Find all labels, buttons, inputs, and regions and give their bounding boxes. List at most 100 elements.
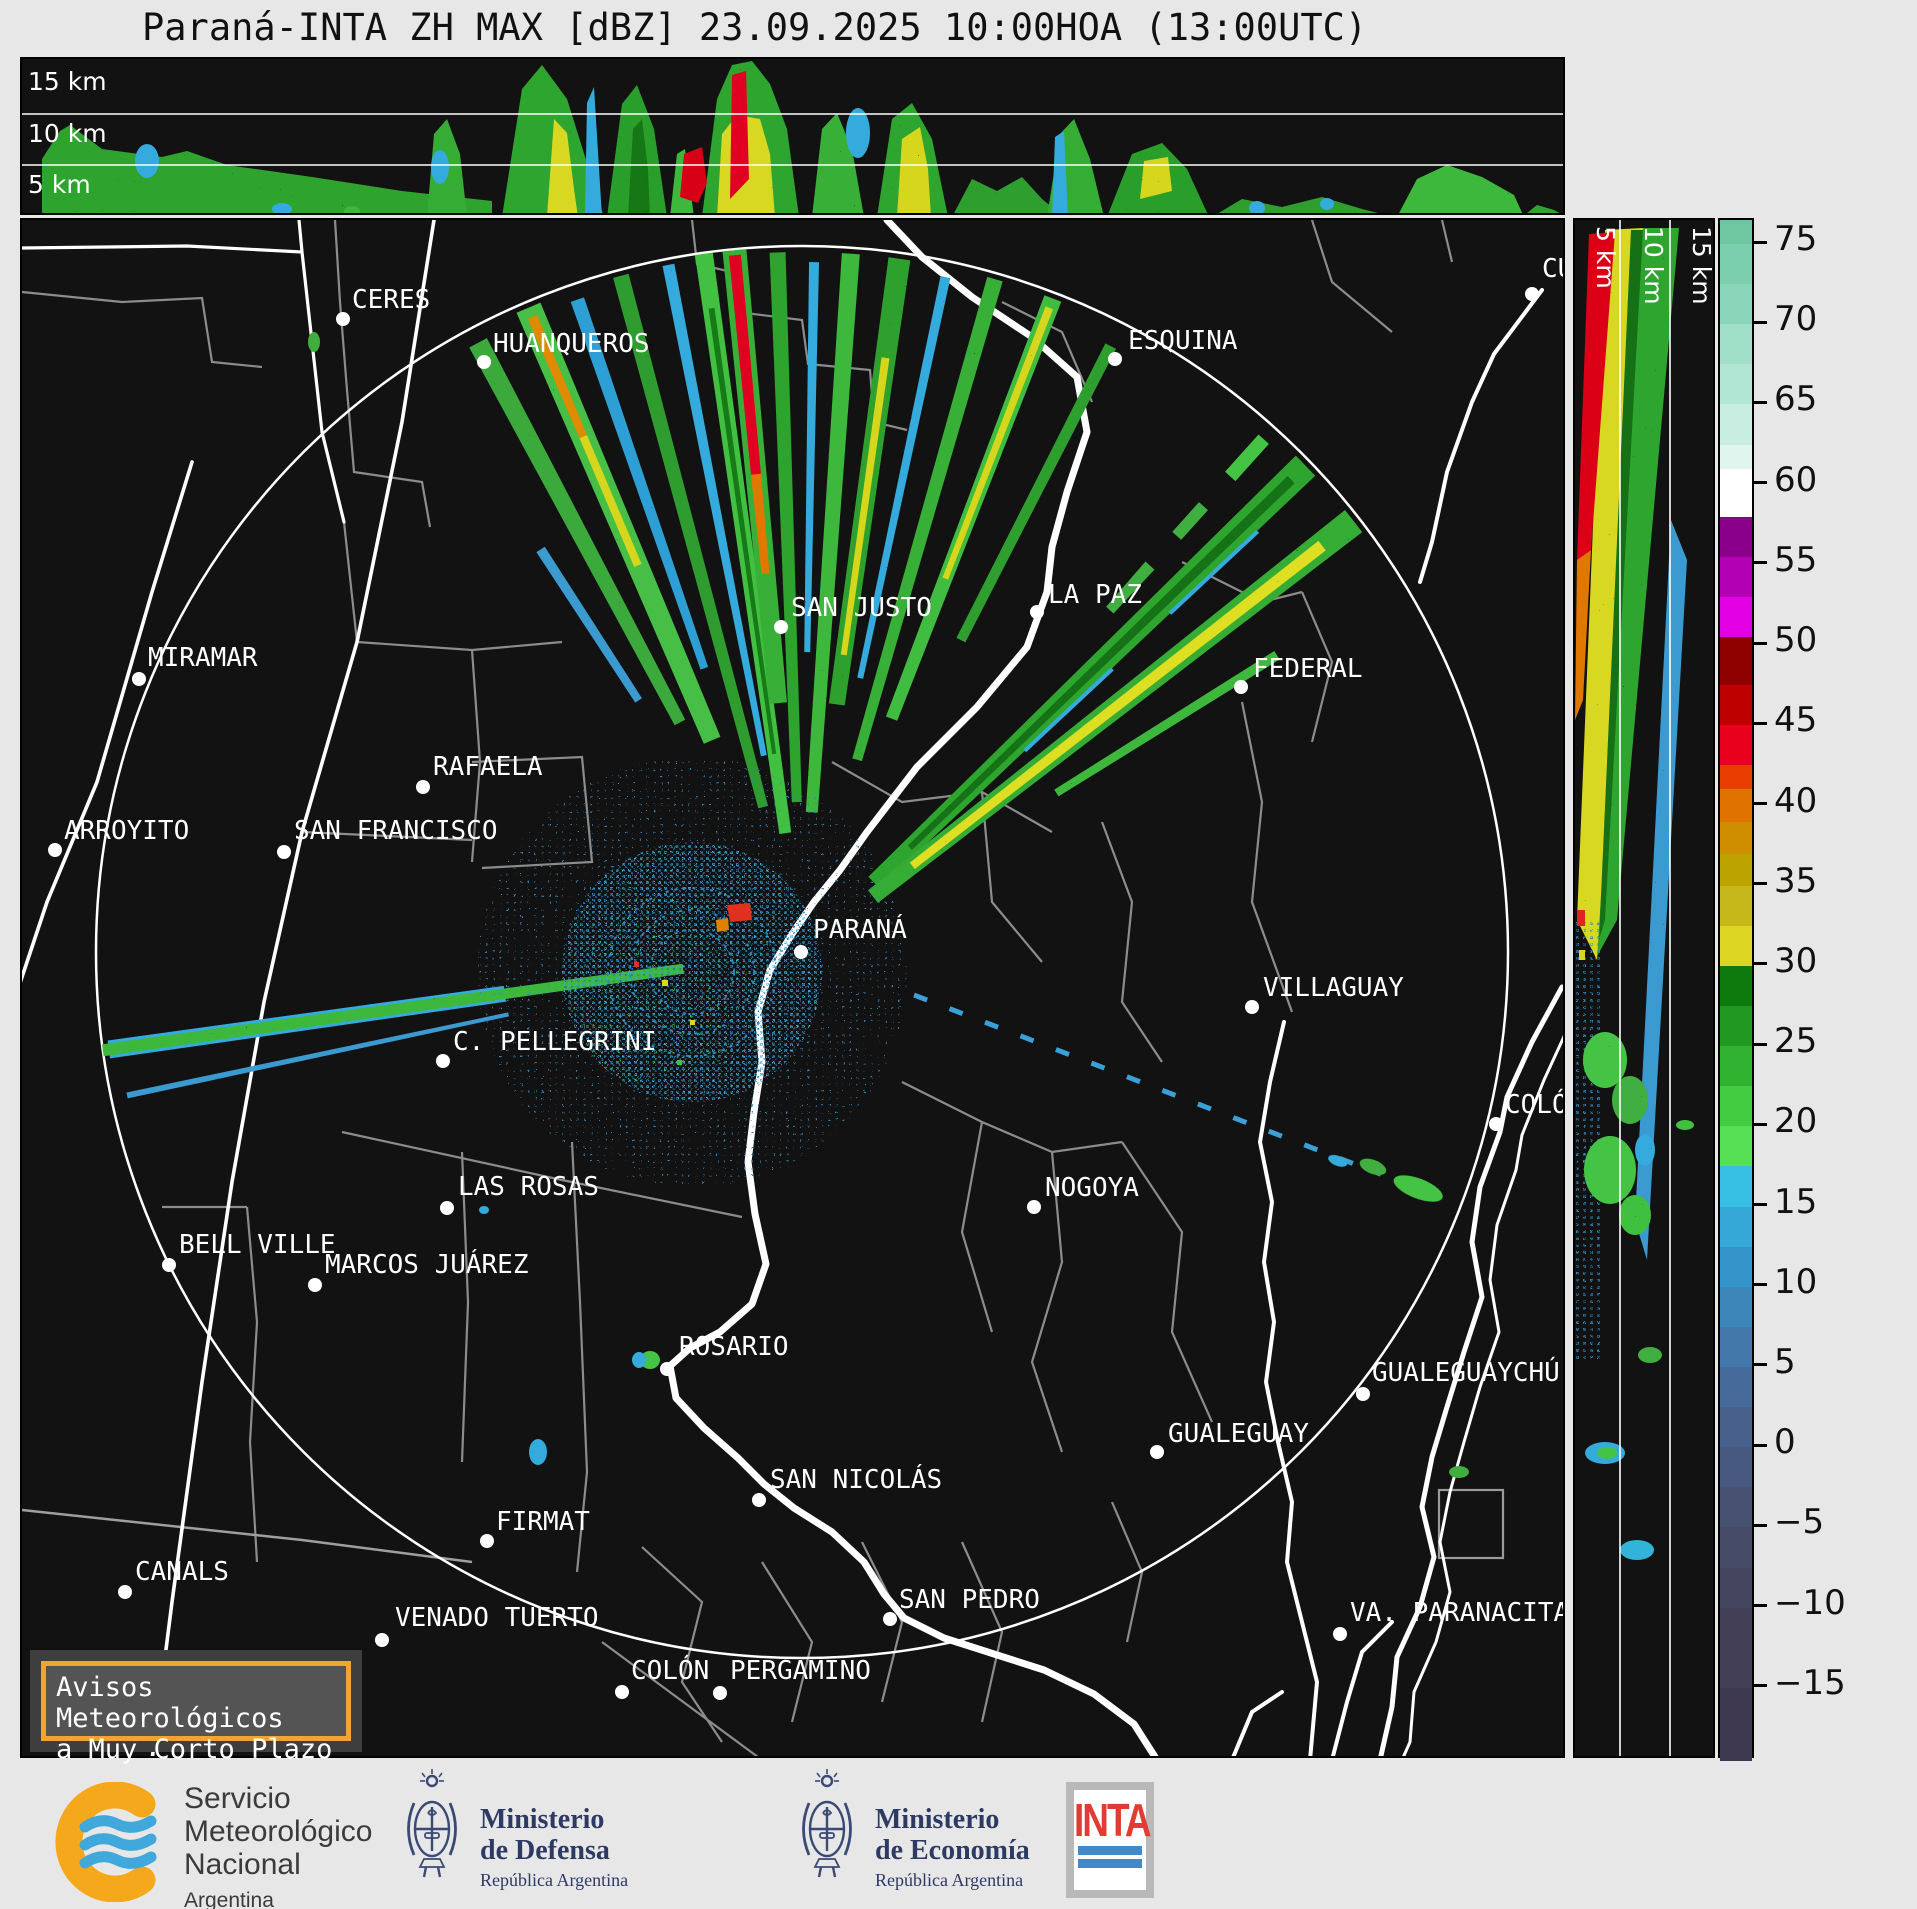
colorbar-tick-label: 45 xyxy=(1774,700,1818,741)
colorbar-tick-mark xyxy=(1754,1604,1767,1608)
colorbar-tick-label: 20 xyxy=(1774,1101,1818,1142)
city-label: VILLAGUAY xyxy=(1263,973,1404,1003)
city-dot xyxy=(440,1201,454,1215)
dbz-colorbar xyxy=(1718,218,1754,1761)
defensa-line3: República Argentina xyxy=(480,1870,629,1890)
side-profile-label-10km: 10 km xyxy=(1639,226,1668,305)
colorbar-segment xyxy=(1720,637,1752,686)
colorbar-segment xyxy=(1720,1046,1752,1087)
colorbar-tick-mark xyxy=(1754,1363,1767,1367)
colorbar-segment xyxy=(1720,284,1752,325)
side-profile-label-5km: 5 km xyxy=(1591,226,1620,289)
ministerio-economia-text: Ministerio de Economía República Argenti… xyxy=(875,1766,1030,1891)
colorbar-segment xyxy=(1720,556,1752,598)
economia-line3: República Argentina xyxy=(875,1870,1024,1890)
city-label: SAN FRANCISCO xyxy=(294,816,498,846)
city-dot xyxy=(1027,1200,1041,1214)
colorbar-tick-mark xyxy=(1754,481,1767,485)
defensa-line2: de Defensa xyxy=(480,1835,610,1866)
city-label: VENADO TUERTO xyxy=(395,1603,599,1633)
colorbar-tick-mark xyxy=(1754,1203,1767,1207)
colorbar-segment xyxy=(1720,1607,1752,1689)
colorbar-segment xyxy=(1720,1166,1752,1208)
colorbar-tick-mark xyxy=(1754,1283,1767,1287)
city-dot xyxy=(774,620,788,634)
colorbar-segment xyxy=(1720,821,1752,855)
colorbar-tick-label: 15 xyxy=(1774,1181,1818,1222)
city-dot xyxy=(477,355,491,369)
department-boundaries xyxy=(22,220,1505,1756)
smn-logo-icon xyxy=(55,1782,157,1902)
colorbar-tick-mark xyxy=(1754,882,1767,886)
colorbar-segment xyxy=(1720,444,1752,470)
smn-line4: Argentina xyxy=(184,1889,274,1909)
colorbar-tick-mark xyxy=(1754,320,1767,324)
smn-line3: Nacional xyxy=(184,1848,301,1881)
city-dot xyxy=(118,1585,132,1599)
warning-notice-inner: Avisos Meteorológicos a Muy Corto Plazo xyxy=(41,1661,351,1765)
notice-line2: a Muy Corto Plazo xyxy=(56,1734,333,1765)
smn-line1: Servicio xyxy=(184,1782,291,1815)
colorbar-tick-label: 65 xyxy=(1774,379,1818,420)
colorbar-tick-label: 75 xyxy=(1774,219,1818,260)
city-dot xyxy=(1234,680,1248,694)
city-label: RAFAELA xyxy=(433,752,543,782)
colorbar-segment xyxy=(1720,1567,1752,1609)
colorbar-segment xyxy=(1720,1687,1752,1761)
top-profile-label-10km: 10 km xyxy=(28,119,107,148)
colorbar-tick-label: 40 xyxy=(1774,780,1818,821)
ministerio-defensa-logo: Ministerio de Defensa República Argentin… xyxy=(400,1766,628,1904)
city-label: C. PELLEGRINI xyxy=(453,1027,657,1057)
city-label: ESQUINA xyxy=(1128,326,1238,356)
city-label: FEDERAL xyxy=(1253,654,1363,684)
radar-map-graphics xyxy=(22,220,1563,1756)
warning-notice-box[interactable]: Avisos Meteorológicos a Muy Corto Plazo xyxy=(30,1650,362,1765)
colorbar-segment xyxy=(1720,789,1752,823)
smn-logo-text: Servicio Meteorológico Nacional Argentin… xyxy=(184,1782,372,1909)
city-dot xyxy=(375,1633,389,1647)
colorbar-tick-label: 25 xyxy=(1774,1021,1818,1062)
colorbar-segment xyxy=(1720,324,1752,365)
colorbar-tick-mark xyxy=(1754,561,1767,565)
colorbar-segment xyxy=(1720,853,1752,887)
colorbar-tick-mark xyxy=(1754,1523,1767,1527)
colorbar-segment xyxy=(1720,1006,1752,1047)
coat-of-arms-icon xyxy=(802,1769,852,1878)
city-dot xyxy=(883,1612,897,1626)
city-label: HUANQUEROS xyxy=(493,329,650,359)
colorbar-segment xyxy=(1720,1326,1752,1368)
inta-logo-inner: INTA xyxy=(1074,1790,1152,1890)
side-profile-label-15km: 15 km xyxy=(1687,226,1715,305)
province-borders xyxy=(22,220,1544,1756)
city-dot xyxy=(660,1362,674,1376)
city-label: ARROYITO xyxy=(64,816,190,846)
colorbar-segment xyxy=(1720,364,1752,406)
city-dot xyxy=(1150,1445,1164,1459)
uruguay-river xyxy=(1378,984,1563,1756)
colorbar-segment xyxy=(1720,516,1752,558)
colorbar-tick-mark xyxy=(1754,1042,1767,1046)
colorbar-tick-mark xyxy=(1754,802,1767,806)
city-label: CANALS xyxy=(135,1557,229,1587)
colorbar-tick-label: 30 xyxy=(1774,940,1818,981)
colorbar-segment xyxy=(1720,1086,1752,1127)
city-label: GUALEGUAY xyxy=(1168,1419,1309,1449)
city-label: BELL VILLE xyxy=(179,1230,336,1260)
city-dot xyxy=(308,1278,322,1292)
inta-wordmark: INTA xyxy=(1074,1794,1152,1846)
colorbar-tick-mark xyxy=(1754,1122,1767,1126)
rivers xyxy=(666,220,1563,1756)
radar-map-panel: CERES HUANQUEROS ESQUINA CU MIRAMAR SAN … xyxy=(20,218,1565,1758)
colorbar-tick-label: −5 xyxy=(1774,1502,1825,1543)
side-profile-echo-shapes xyxy=(1575,228,1694,1560)
colorbar-segment xyxy=(1720,244,1752,285)
colorbar-tick-mark xyxy=(1754,1684,1767,1688)
city-dot xyxy=(1333,1627,1347,1641)
colorbar-tick-label: 50 xyxy=(1774,620,1818,661)
city-label: CERES xyxy=(352,285,431,315)
parana-river xyxy=(666,220,1159,1756)
colorbar-segment xyxy=(1720,1366,1752,1408)
inta-bar-top xyxy=(1078,1846,1142,1855)
city-dot xyxy=(132,672,146,686)
